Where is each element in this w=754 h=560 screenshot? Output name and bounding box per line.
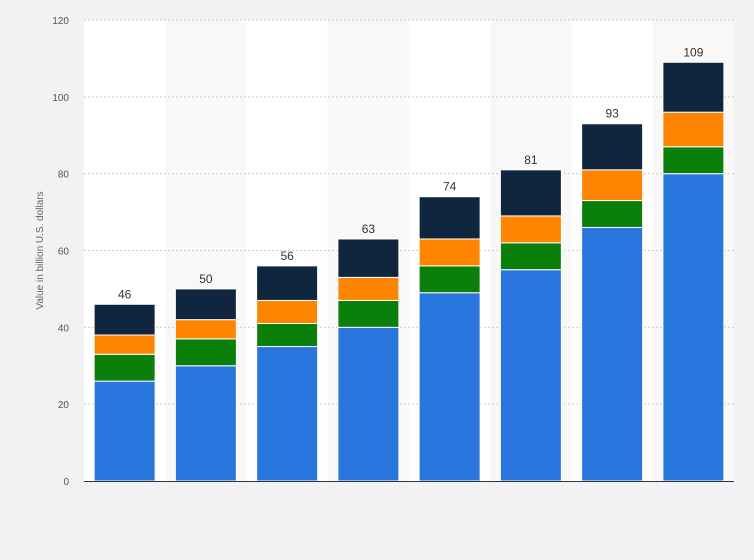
bar-segment-series-4 bbox=[499, 169, 562, 217]
bar-segment-series-2 bbox=[662, 146, 725, 175]
bar-segment-series-2 bbox=[93, 353, 156, 382]
bar-segment-series-3 bbox=[662, 111, 725, 148]
bar-segment-series-4 bbox=[662, 61, 725, 113]
bar-segment-series-1 bbox=[418, 292, 481, 482]
bar-segment-series-2 bbox=[418, 265, 481, 294]
bar-segment-series-1 bbox=[581, 226, 644, 482]
bar-total-label: 63 bbox=[362, 222, 376, 236]
y-axis-label: Value in billion U.S. dollars bbox=[35, 191, 46, 309]
y-tick-label: 20 bbox=[58, 400, 70, 411]
y-tick-label: 80 bbox=[58, 170, 70, 181]
y-tick-label: 120 bbox=[52, 16, 69, 27]
bar-segment-series-1 bbox=[93, 380, 156, 482]
bar-segment-series-4 bbox=[174, 288, 237, 321]
bar-total-label: 50 bbox=[199, 272, 213, 286]
bar-segment-series-1 bbox=[499, 269, 562, 482]
bar-segment-series-3 bbox=[174, 319, 237, 340]
bar-segment-series-3 bbox=[256, 299, 319, 324]
bar-segment-series-4 bbox=[337, 238, 400, 278]
y-axis-ticks: 0 20 40 60 80 100 120 bbox=[52, 16, 69, 488]
bar-segment-series-1 bbox=[256, 346, 319, 482]
bar-segment-series-1 bbox=[337, 326, 400, 482]
bar-total-label: 74 bbox=[443, 180, 457, 194]
y-tick-label: 60 bbox=[58, 247, 70, 258]
bar-segment-series-1 bbox=[662, 173, 725, 482]
bar-segment-series-3 bbox=[499, 215, 562, 244]
y-tick-label: 0 bbox=[63, 477, 69, 488]
bar-segment-series-2 bbox=[256, 322, 319, 348]
bar-segment-series-4 bbox=[256, 265, 319, 301]
bar-segment-series-4 bbox=[418, 196, 481, 240]
bar-segment-series-3 bbox=[581, 169, 644, 202]
bar-segment-series-3 bbox=[337, 276, 400, 301]
bar-segment-series-1 bbox=[174, 365, 237, 482]
bar-total-label: 56 bbox=[280, 249, 294, 263]
bar-total-label: 46 bbox=[118, 287, 132, 301]
bar-total-label: 81 bbox=[524, 153, 538, 167]
y-tick-label: 40 bbox=[58, 323, 70, 334]
bar-total-label: 93 bbox=[605, 107, 619, 121]
bar-segment-series-2 bbox=[499, 242, 562, 271]
bar-segment-series-3 bbox=[418, 238, 481, 267]
bars bbox=[93, 61, 725, 482]
y-tick-label: 100 bbox=[52, 93, 69, 104]
bar-segment-series-4 bbox=[93, 303, 156, 336]
bar-segment-series-2 bbox=[174, 338, 237, 367]
bar-segment-series-3 bbox=[93, 334, 156, 355]
bar-total-label: 109 bbox=[683, 45, 703, 59]
bar-segment-series-2 bbox=[581, 200, 644, 228]
bar-segment-series-2 bbox=[337, 299, 400, 328]
bar-segment-series-4 bbox=[581, 123, 644, 171]
total-labels: 46 50 56 63 74 81 93 109 bbox=[118, 45, 704, 301]
